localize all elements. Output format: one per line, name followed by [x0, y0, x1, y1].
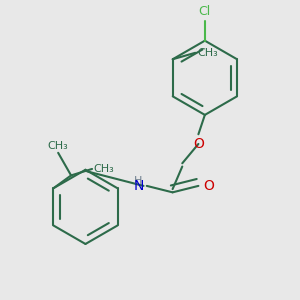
Text: N: N — [133, 179, 143, 193]
Text: CH₃: CH₃ — [48, 141, 68, 151]
Text: H: H — [134, 176, 142, 186]
Text: CH₃: CH₃ — [197, 48, 218, 58]
Text: CH₃: CH₃ — [94, 164, 114, 174]
Text: O: O — [203, 179, 214, 193]
Text: Cl: Cl — [199, 5, 211, 18]
Text: O: O — [193, 137, 204, 152]
